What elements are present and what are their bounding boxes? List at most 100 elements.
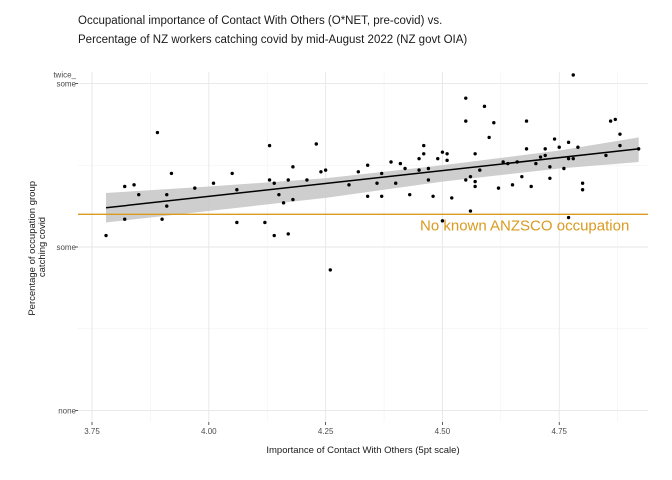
y-tick-label-line: some <box>56 79 76 88</box>
data-point <box>328 268 332 272</box>
data-point <box>193 186 197 190</box>
x-tick-label: 3.75 <box>84 427 100 436</box>
data-point <box>562 166 566 171</box>
data-point <box>398 161 403 166</box>
data-point <box>426 178 431 182</box>
data-point <box>165 204 169 208</box>
data-point <box>267 178 272 182</box>
data-point <box>618 143 622 148</box>
data-point <box>501 160 505 164</box>
data-point <box>235 188 239 192</box>
data-point <box>263 220 267 225</box>
data-point <box>473 152 477 156</box>
data-point <box>169 171 174 176</box>
data-point <box>538 155 543 159</box>
data-point <box>132 183 136 187</box>
data-point <box>548 176 552 181</box>
y-tick-label: some <box>56 243 76 252</box>
data-point <box>422 152 426 156</box>
x-tick-label: 4.00 <box>201 427 217 436</box>
data-point <box>450 196 454 200</box>
data-point <box>291 165 295 169</box>
y-tick-label-line: none <box>58 407 76 416</box>
data-point <box>468 209 473 213</box>
data-point <box>529 184 533 189</box>
data-point <box>566 140 571 145</box>
data-point <box>464 96 468 100</box>
data-point <box>123 184 127 189</box>
data-point <box>515 160 519 164</box>
data-point <box>487 135 491 140</box>
data-point <box>543 147 547 151</box>
data-point <box>436 156 440 161</box>
data-point <box>473 179 477 184</box>
data-point <box>464 119 468 123</box>
chart-title: Occupational importance of Contact With … <box>78 12 467 50</box>
data-point <box>319 170 323 174</box>
data-point <box>431 194 435 198</box>
y-axis-title-line-2: catching covid <box>37 217 48 277</box>
data-point <box>426 166 431 171</box>
y-tick-label: none <box>58 407 76 416</box>
data-point <box>604 153 608 158</box>
data-point <box>165 192 169 197</box>
data-point <box>286 232 290 236</box>
data-point <box>548 165 552 169</box>
data-point <box>552 137 557 141</box>
data-point <box>492 121 496 125</box>
data-point <box>473 184 477 189</box>
data-point <box>524 147 529 151</box>
data-point <box>347 183 351 187</box>
data-point <box>104 233 108 238</box>
data-point <box>286 178 290 182</box>
data-point <box>524 119 529 123</box>
x-tick-label: 4.50 <box>435 427 451 436</box>
y-axis-title-line-1: Percentage of occupation group <box>27 181 38 316</box>
data-point <box>277 192 281 197</box>
data-point <box>580 188 585 192</box>
data-point <box>365 194 370 198</box>
data-point <box>506 161 510 166</box>
data-point <box>379 194 384 198</box>
chart-title-line-2: Percentage of NZ workers catching covid … <box>78 34 468 46</box>
data-point <box>445 152 449 156</box>
data-point <box>281 201 286 205</box>
data-point <box>137 192 141 197</box>
data-point <box>543 153 547 158</box>
y-tick-label-line: some <box>56 243 76 252</box>
data-point <box>422 143 426 148</box>
data-point <box>478 168 482 172</box>
x-tick-label: 4.75 <box>551 427 567 436</box>
x-axis-title: Importance of Contact With Others (5pt s… <box>266 445 459 456</box>
data-point <box>417 156 421 161</box>
data-point <box>440 150 445 154</box>
data-point <box>305 178 309 182</box>
data-point <box>394 181 398 185</box>
data-point <box>468 174 473 179</box>
data-point <box>580 181 585 185</box>
x-tick-label: 4.25 <box>318 427 334 436</box>
y-tick-label-line: twice_ <box>53 70 76 79</box>
data-point <box>389 160 393 164</box>
data-point <box>445 158 449 163</box>
data-point <box>365 163 370 167</box>
data-point <box>496 186 501 190</box>
data-point <box>375 181 379 185</box>
data-point <box>403 166 407 171</box>
data-point <box>356 170 361 174</box>
reference-line-label: No known ANZSCO occupation <box>420 217 629 234</box>
data-point <box>534 161 538 166</box>
data-point <box>636 147 641 151</box>
data-point <box>566 215 571 220</box>
data-point <box>571 73 575 77</box>
trend-line <box>105 148 639 209</box>
data-point <box>482 104 487 109</box>
data-point <box>510 183 515 187</box>
data-point <box>408 192 412 197</box>
data-point <box>323 168 328 172</box>
data-point <box>267 143 272 148</box>
data-point <box>571 156 575 161</box>
data-point <box>379 171 384 176</box>
